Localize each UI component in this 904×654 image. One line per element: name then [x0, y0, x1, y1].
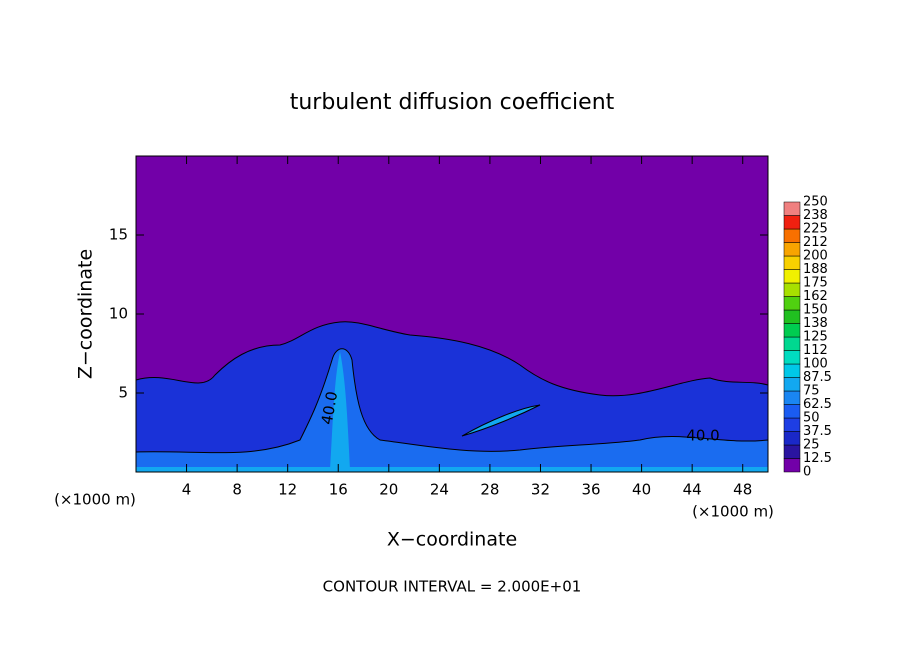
colorbar-band: [783, 255, 801, 270]
colorbar-label: 250: [803, 195, 828, 210]
colorbar-band: [783, 431, 801, 446]
colorbar-label: 12.5: [803, 451, 832, 466]
colorbar-label: 175: [803, 276, 828, 291]
x-unit-label: (×1000 m): [54, 491, 136, 509]
colorbar-label: 125: [803, 330, 828, 345]
colorbar-band: [783, 215, 801, 230]
chart-title: turbulent diffusion coefficient: [290, 90, 615, 115]
colorbar-label: 212: [803, 235, 828, 250]
colorbar-band: [783, 404, 801, 419]
x-tick-label: 16: [329, 481, 348, 499]
x-tick-label: 28: [480, 481, 499, 499]
colorbar-label: 162: [803, 289, 828, 304]
colorbar-band: [783, 350, 801, 365]
colorbar-label: 0: [803, 465, 811, 480]
colorbar-label: 37.5: [803, 424, 832, 439]
colorbar-band: [783, 201, 801, 216]
colorbar-band: [783, 296, 801, 311]
colorbar-band: [783, 377, 801, 392]
x-tick-label: 8: [232, 481, 242, 499]
x-tick-label: 20: [379, 481, 398, 499]
y-tick-label: 10: [109, 305, 128, 323]
colorbar-label: 87.5: [803, 370, 832, 385]
colorbar-label: 188: [803, 262, 828, 277]
colorbar-label: 225: [803, 222, 828, 237]
x-axis-label: X−coordinate: [387, 529, 517, 551]
colorbar-band: [783, 444, 801, 459]
contour-label: 40.0: [686, 427, 719, 445]
x-tick-label: 44: [683, 481, 702, 499]
colorbar-label: 138: [803, 316, 828, 331]
colorbar-label: 112: [803, 343, 828, 358]
colorbar-band: [783, 336, 801, 351]
colorbar-label: 150: [803, 303, 828, 318]
colorbar-band: [783, 269, 801, 284]
colorbar-label: 200: [803, 249, 828, 264]
y-axis-label: Z−coordinate: [75, 249, 97, 379]
x-tick-label: 12: [278, 481, 297, 499]
colorbar-label: 25: [803, 438, 820, 453]
colorbar-band: [783, 458, 801, 473]
colorbar-label: 50: [803, 411, 820, 426]
colorbar-band: [783, 390, 801, 405]
x-tick-label: 48: [733, 481, 752, 499]
contour-label: 40.0: [318, 390, 342, 426]
colorbar-label: 238: [803, 208, 828, 223]
y-tick-label: 5: [118, 384, 128, 402]
colorbar-band: [783, 417, 801, 432]
x-tick-label: 24: [430, 481, 449, 499]
colorbar-label: 100: [803, 357, 828, 372]
y-tick-label: 15: [109, 226, 128, 244]
colorbar-band: [783, 323, 801, 338]
colorbar-band: [783, 309, 801, 324]
colorbar-band: [783, 363, 801, 378]
colorbar-band: [783, 282, 801, 297]
contour-field: [136, 156, 768, 472]
x-tick-label: 36: [581, 481, 600, 499]
x-tick-label: 32: [531, 481, 550, 499]
footer: CONTOUR INTERVAL = 2.000E+01: [323, 578, 582, 596]
x-tick-label: 40: [632, 481, 651, 499]
x-unit-label: (×1000 m): [692, 503, 774, 521]
colorbar-label: 62.5: [803, 397, 832, 412]
colorbar-band: [783, 228, 801, 243]
colorbar-band: [783, 242, 801, 257]
colorbar-label: 75: [803, 384, 820, 399]
x-tick-label: 4: [182, 481, 192, 499]
